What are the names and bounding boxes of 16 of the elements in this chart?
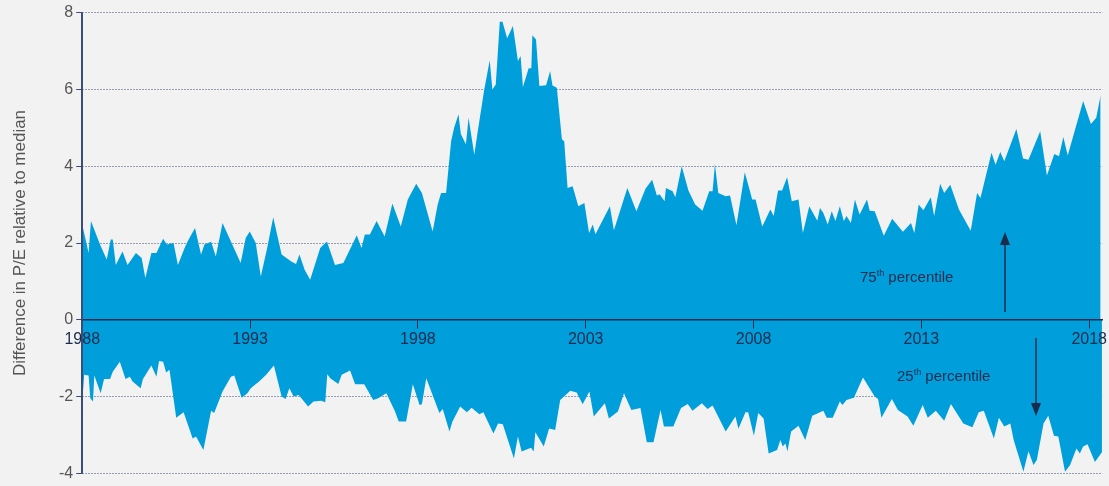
y-tick-label: -2 xyxy=(58,387,74,405)
annotation: 25$^{th}$ percentile xyxy=(897,367,991,384)
x-tick-label: 1988 xyxy=(64,329,101,347)
y-tick-label: 4 xyxy=(64,156,74,174)
x-tick-label: 2013 xyxy=(903,329,940,347)
x-tick-label: 1998 xyxy=(400,329,436,347)
y-axis-title: Difference in P/E relative to median xyxy=(10,109,30,377)
x-tick-label: 2008 xyxy=(735,329,772,347)
x-tick-label: 1993 xyxy=(232,329,268,347)
y-tick-label: 2 xyxy=(64,233,74,251)
y-tick-label: 8 xyxy=(64,3,74,21)
x-tick-label: 2003 xyxy=(567,329,604,347)
y-tick-label: -4 xyxy=(58,463,74,481)
y-tick-label: 6 xyxy=(64,79,74,97)
y-tick-label: 0 xyxy=(64,310,74,328)
annotation: 75$^{th}$ percentile xyxy=(860,268,954,285)
